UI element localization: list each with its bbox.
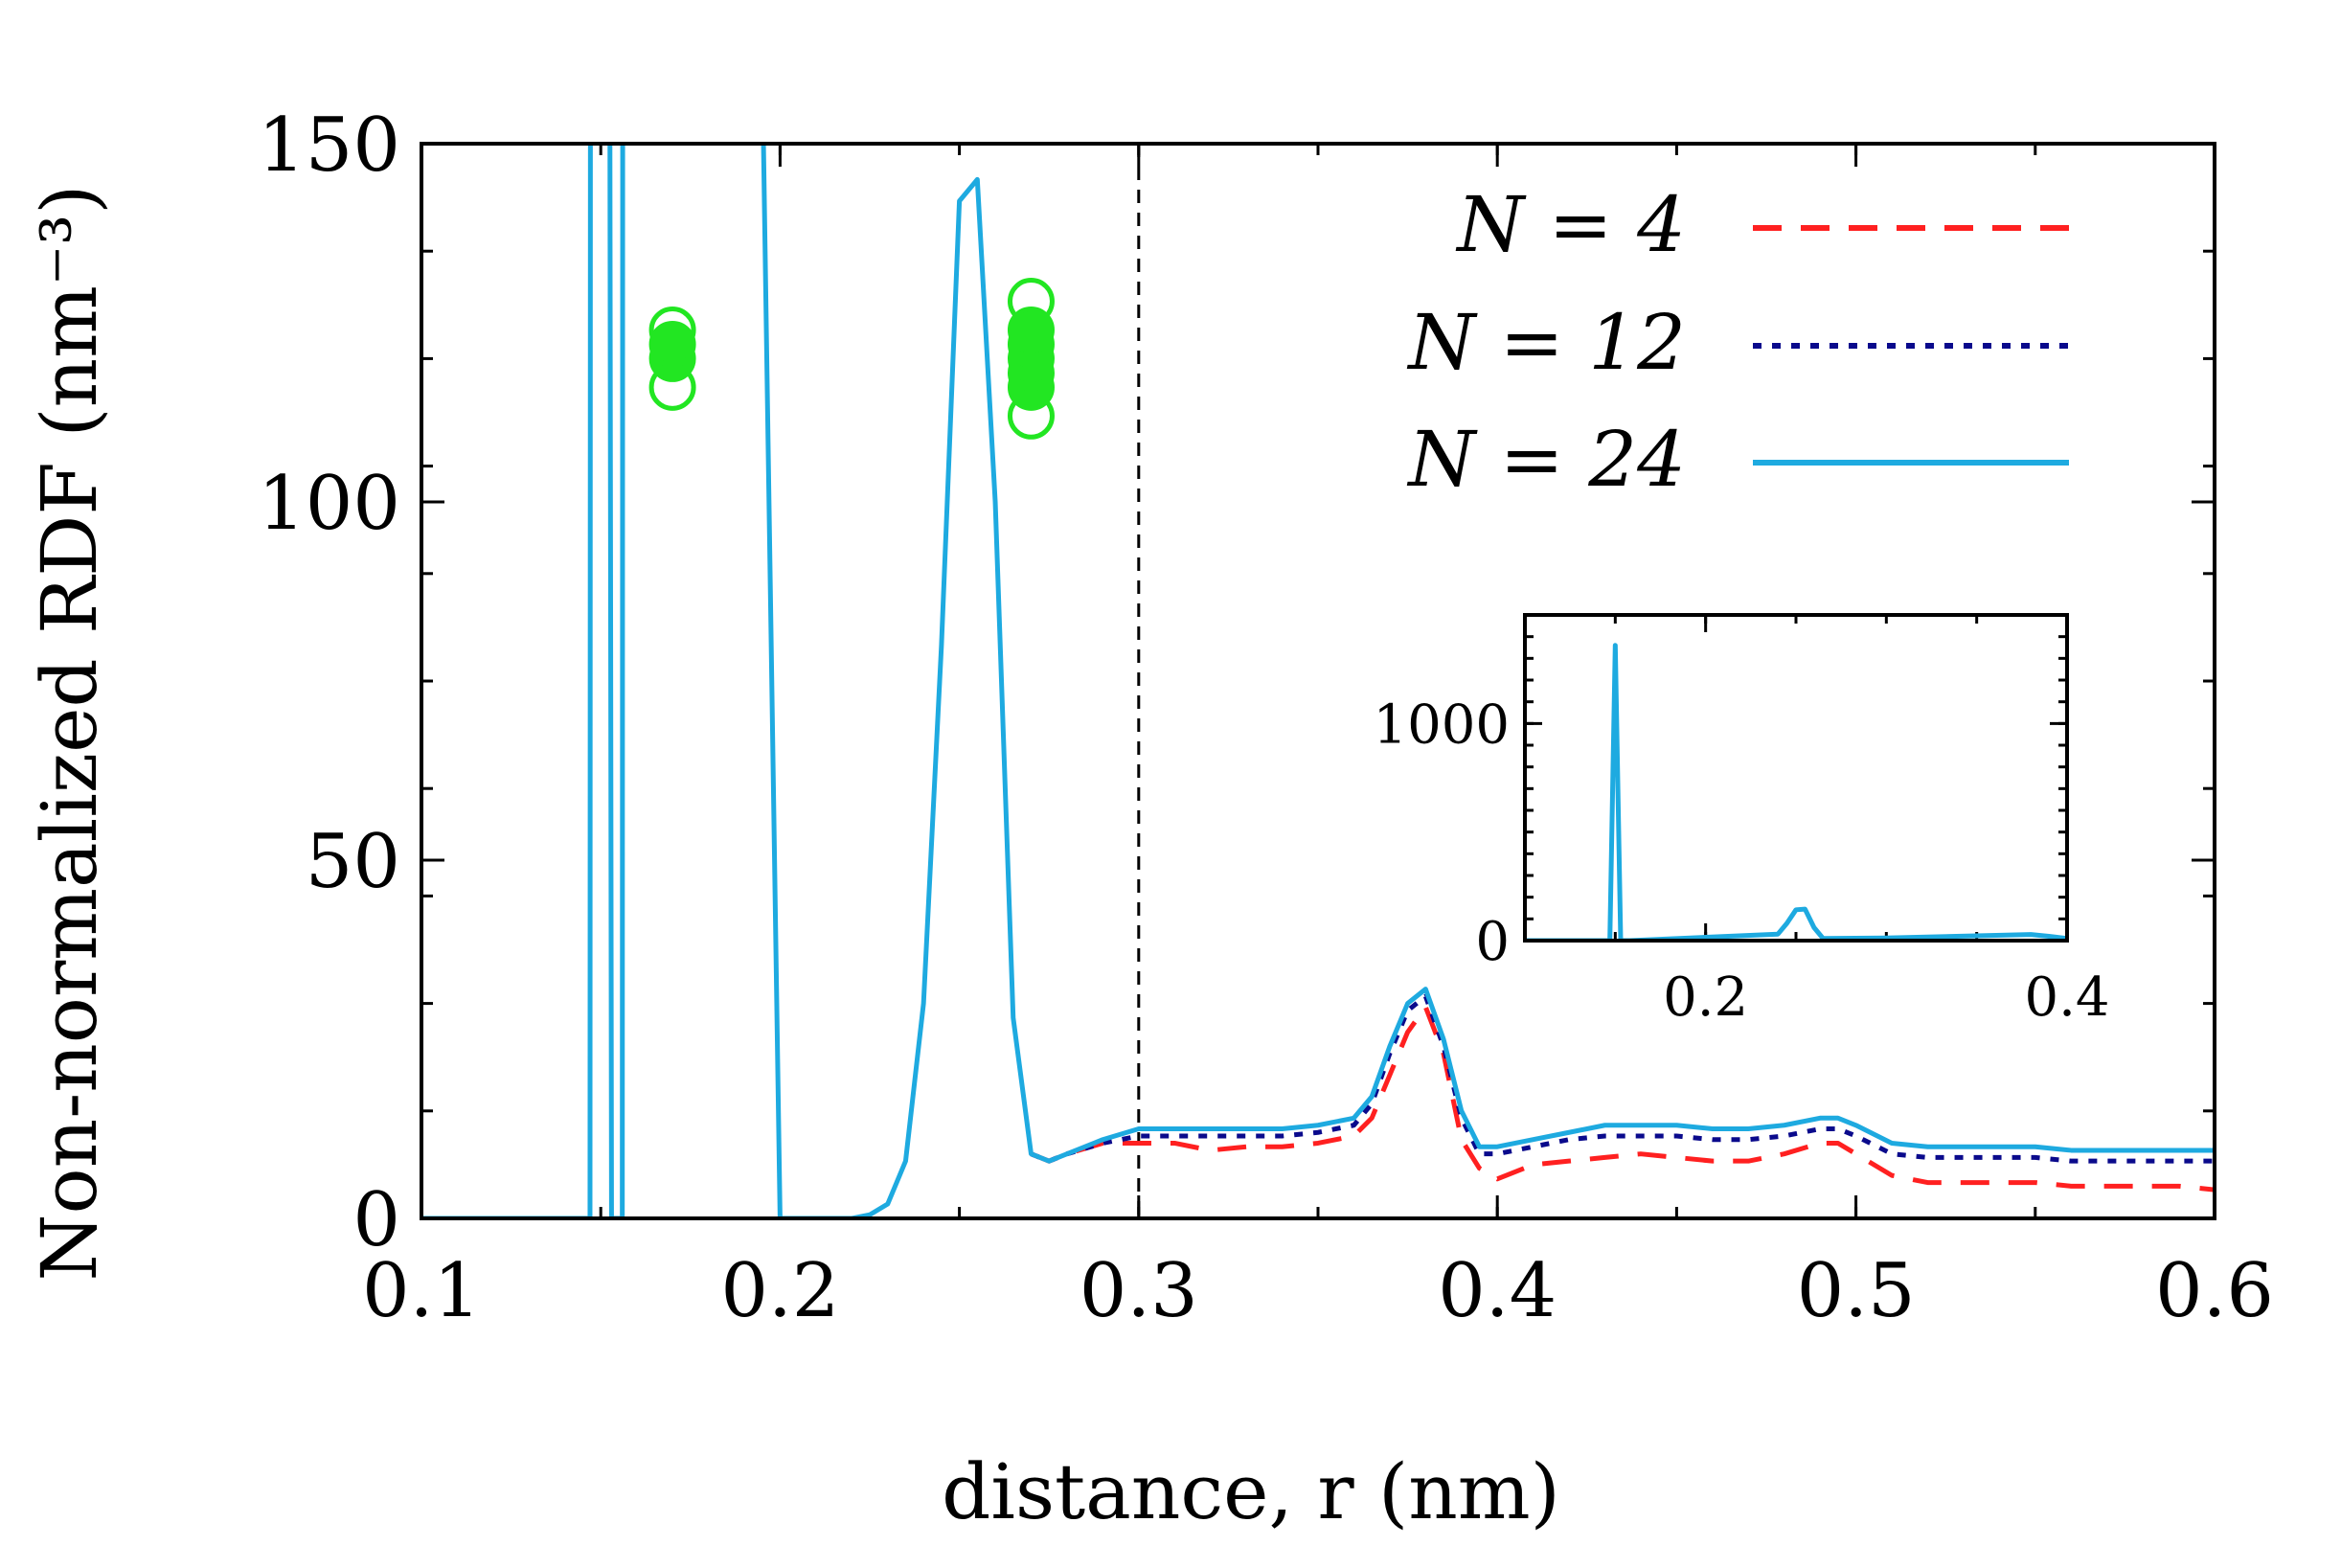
y-tick-label: 0 <box>352 1177 400 1263</box>
inset-series-line <box>1525 643 2067 941</box>
x-tick-label: 0.1 <box>362 1248 481 1334</box>
inset-plot: 0.2 0.4 0 1000 <box>1373 613 2110 1029</box>
legend-label: N = 12 <box>1406 298 1686 387</box>
legend-label: N = 24 <box>1406 415 1686 504</box>
main-plot: 0.1 0.2 0.3 0.4 0.5 0.6 0 50 100 150 <box>258 102 2274 1334</box>
filled-marker <box>1007 306 1055 353</box>
filled-marker <box>648 320 696 368</box>
x-tick-label: 0.2 <box>720 1248 839 1334</box>
series-line-n24 <box>421 144 2215 1218</box>
y-tick-label: 150 <box>258 102 400 189</box>
series-group <box>421 144 2215 1218</box>
series-line-n12 <box>1030 993 2215 1164</box>
inset-x-tick-label: 0.4 <box>2024 966 2109 1029</box>
legend-label: N = 4 <box>1455 180 1686 269</box>
inset-series-group <box>1525 643 2067 941</box>
x-tick-label: 0.3 <box>1080 1248 1198 1334</box>
y-axis-label: Non-normalized RDF (nm⁻³) <box>25 185 114 1282</box>
x-tick-label: 0.4 <box>1438 1248 1557 1334</box>
x-axis-label: distance, r (nm) <box>942 1447 1560 1536</box>
x-tick-label: 0.6 <box>2155 1248 2274 1334</box>
inset-x-tick-label: 0.2 <box>1663 966 1748 1029</box>
inset-frame <box>1523 613 2069 943</box>
inset-y-tick-label: 0 <box>1475 911 1510 973</box>
y-tick-label: 50 <box>306 819 400 905</box>
inset-bg <box>1525 615 2067 941</box>
inset-y-tick-label: 1000 <box>1373 693 1510 756</box>
series-line-n4 <box>1030 1004 2215 1193</box>
x-tick-label: 0.5 <box>1797 1248 1916 1334</box>
legend: N = 4 N = 12 N = 24 <box>1406 180 2069 504</box>
plot-frame <box>420 142 2216 1220</box>
y-tick-label: 100 <box>258 461 400 547</box>
marker-group <box>648 278 1055 440</box>
